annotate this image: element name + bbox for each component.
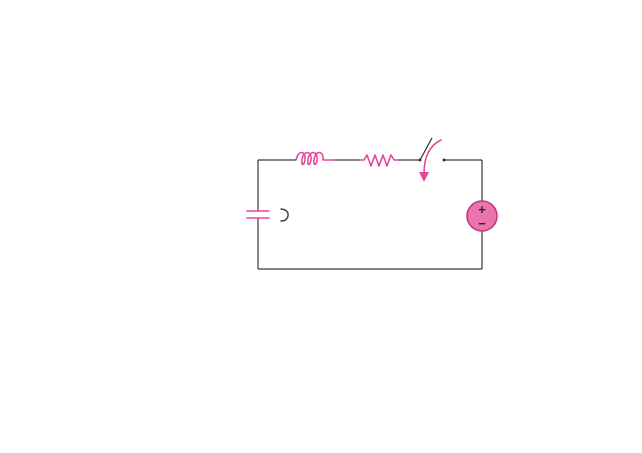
capacitor-icon — [246, 210, 270, 219]
switch-icon — [418, 137, 446, 182]
source-plus-sign: + — [478, 202, 486, 217]
inductor-icon — [295, 151, 335, 166]
circuit-wires — [257, 159, 483, 270]
resistor-icon — [359, 154, 399, 167]
voltage-source-icon: + − — [466, 200, 498, 232]
source-minus-sign: − — [478, 216, 486, 231]
capacitor-current-arrow-icon — [280, 208, 289, 222]
